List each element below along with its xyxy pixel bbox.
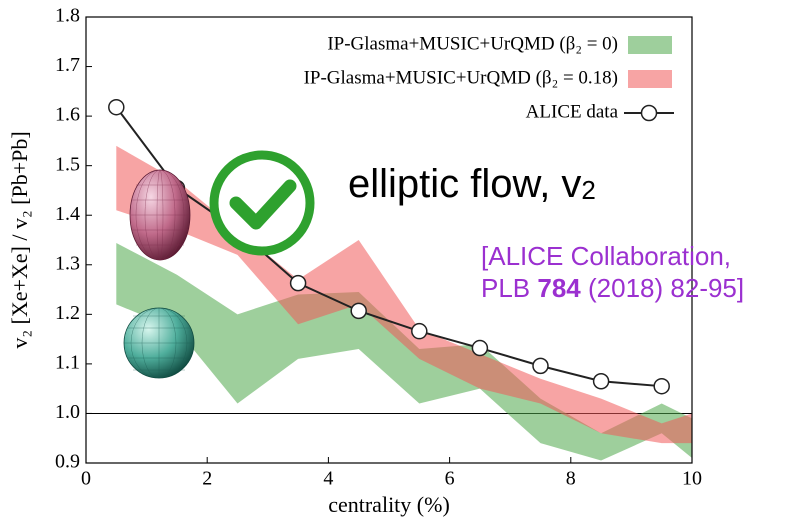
data-point	[412, 324, 427, 339]
x-tick-label: 8	[566, 468, 576, 490]
x-tick-label: 0	[81, 468, 91, 490]
x-tick-label: 6	[445, 468, 455, 490]
x-tick-label: 10	[682, 468, 702, 490]
page: {"chart_data": { "type": "band_line", "x…	[0, 0, 810, 521]
legend-swatch	[628, 70, 672, 88]
annotation: elliptic flow, v2	[348, 162, 596, 206]
check-icon	[214, 155, 310, 251]
y-tick-label: 1.0	[55, 401, 80, 423]
y-tick-label: 0.9	[55, 451, 80, 473]
y-tick-label: 1.5	[55, 153, 80, 175]
legend-label: ALICE data	[526, 101, 619, 122]
data-point	[291, 276, 306, 291]
y-tick-label: 1.7	[55, 54, 80, 76]
y-tick-label: 1.2	[55, 302, 80, 324]
x-tick-label: 2	[202, 468, 212, 490]
legend-swatch	[628, 36, 672, 54]
y-tick-label: 1.4	[55, 203, 80, 225]
deformed-nucleus-icon	[130, 170, 190, 260]
legend-marker	[642, 106, 657, 121]
y-tick-label: 1.1	[55, 351, 80, 373]
citation-volume: 784	[537, 273, 581, 303]
citation-line: [ALICE Collaboration,	[481, 241, 731, 271]
citation-journal: PLB	[481, 273, 530, 303]
x-axis-label: centrality (%)	[328, 492, 450, 517]
legend-label: IP-Glasma+MUSIC+UrQMD (β₂ = 0)	[327, 33, 618, 54]
y-axis-label: v₂ [Xe+Xe] / v₂ [Pb+Pb]	[7, 131, 32, 348]
y-tick-label: 1.3	[55, 252, 80, 274]
citation-rest: (2018) 82-95]	[588, 273, 744, 303]
data-point	[351, 303, 366, 318]
x-tick-label: 4	[323, 468, 333, 490]
y-tick-label: 1.6	[55, 104, 80, 126]
data-point	[654, 379, 669, 394]
data-point	[472, 341, 487, 356]
y-tick-label: 1.8	[55, 5, 80, 27]
citation: [ALICE Collaboration, PLB 784 (2018) 82-…	[481, 241, 744, 303]
annotation-text: elliptic flow, v	[348, 162, 581, 206]
data-point	[109, 100, 124, 115]
spherical-nucleus-icon	[124, 308, 194, 378]
legend-label: IP-Glasma+MUSIC+UrQMD (β₂ = 0.18)	[304, 67, 618, 88]
chart: elliptic flow, v2 [ALICE Collaboration, …	[0, 0, 810, 521]
citation-line: PLB 784 (2018) 82-95]	[481, 273, 744, 303]
data-point	[594, 374, 609, 389]
data-point	[533, 358, 548, 373]
annotation-subscript: 2	[581, 175, 595, 205]
